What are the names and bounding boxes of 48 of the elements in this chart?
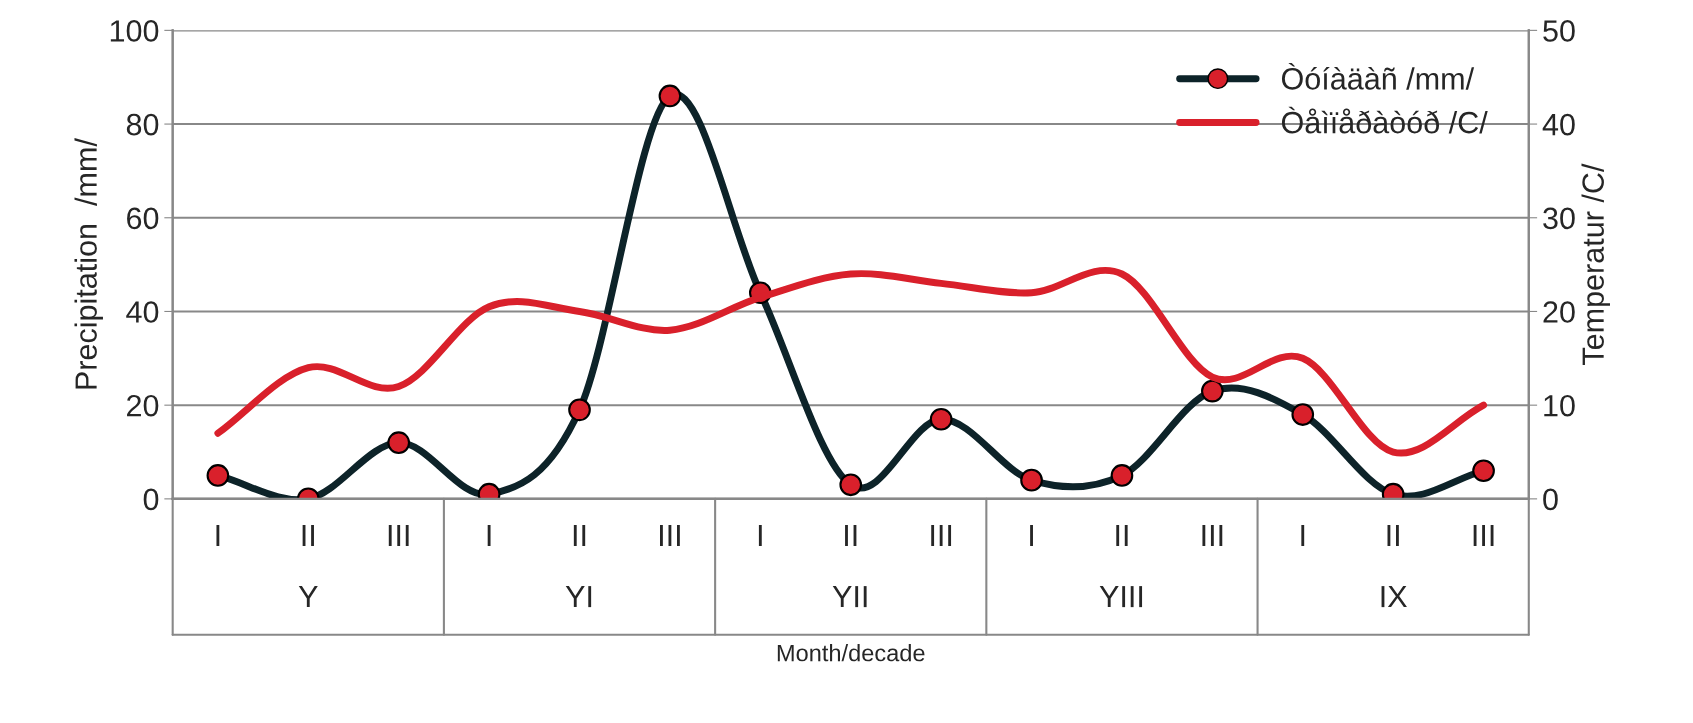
point bbox=[1291, 403, 1315, 426]
x-tick-label: II bbox=[302, 524, 314, 547]
point bbox=[206, 464, 230, 487]
y2-tick-label: 10 bbox=[1544, 394, 1575, 417]
text: IX bbox=[1381, 586, 1407, 608]
x-axis-title: Month/decade bbox=[777, 644, 925, 662]
point bbox=[387, 431, 411, 454]
point bbox=[1110, 464, 1134, 487]
text: YII bbox=[832, 586, 867, 608]
point bbox=[568, 398, 591, 422]
x-tick-label: I bbox=[216, 524, 220, 547]
x-tick-label: II bbox=[1387, 524, 1399, 547]
x-tick-label: I bbox=[487, 524, 491, 547]
x-tick-label: II bbox=[1116, 524, 1128, 547]
x-tick-label: III bbox=[1202, 524, 1223, 547]
y-tick-label: 60 bbox=[127, 207, 159, 230]
text: YIII bbox=[1099, 586, 1143, 608]
y-tick-label: 80 bbox=[126, 113, 159, 136]
y-tick-label: 0 bbox=[143, 488, 159, 511]
x-tick-label: II bbox=[845, 524, 857, 547]
point bbox=[658, 84, 682, 108]
x-tick-label: I bbox=[1030, 524, 1033, 547]
legend-label: Òóíàäàñ /mm/ bbox=[1281, 62, 1475, 90]
x-tick-label: III bbox=[388, 524, 409, 547]
y2-axis-title: Temperatur /C/ bbox=[1581, 163, 1610, 365]
text: YI bbox=[565, 586, 592, 608]
y-tick-label: 20 bbox=[127, 394, 159, 417]
x-tick-label: III bbox=[660, 524, 680, 547]
y2-tick-label: 30 bbox=[1543, 207, 1575, 230]
x-tick-label: I bbox=[758, 524, 762, 547]
y-axis-title: Precipitation /mm/ bbox=[74, 138, 103, 389]
y2-tick-label: 0 bbox=[1543, 488, 1558, 511]
point bbox=[839, 473, 863, 497]
y-tick-label: 40 bbox=[126, 301, 159, 323]
text: Y bbox=[298, 586, 318, 608]
x-tick-label: II bbox=[573, 524, 586, 547]
point bbox=[1201, 379, 1224, 403]
y2-tick-label: 50 bbox=[1543, 20, 1575, 42]
point bbox=[1472, 459, 1495, 483]
y-tick-label: 100 bbox=[110, 20, 159, 42]
legend-label: Òåìïåðàòóð /C/ bbox=[1281, 106, 1488, 134]
x-tick-label: I bbox=[1301, 524, 1305, 547]
x-tick-label: III bbox=[1473, 524, 1494, 547]
x-tick-label: III bbox=[931, 524, 952, 547]
point bbox=[929, 407, 953, 431]
y2-tick-label: 40 bbox=[1542, 113, 1575, 136]
point bbox=[1020, 468, 1043, 492]
y2-tick-label: 20 bbox=[1543, 301, 1575, 323]
